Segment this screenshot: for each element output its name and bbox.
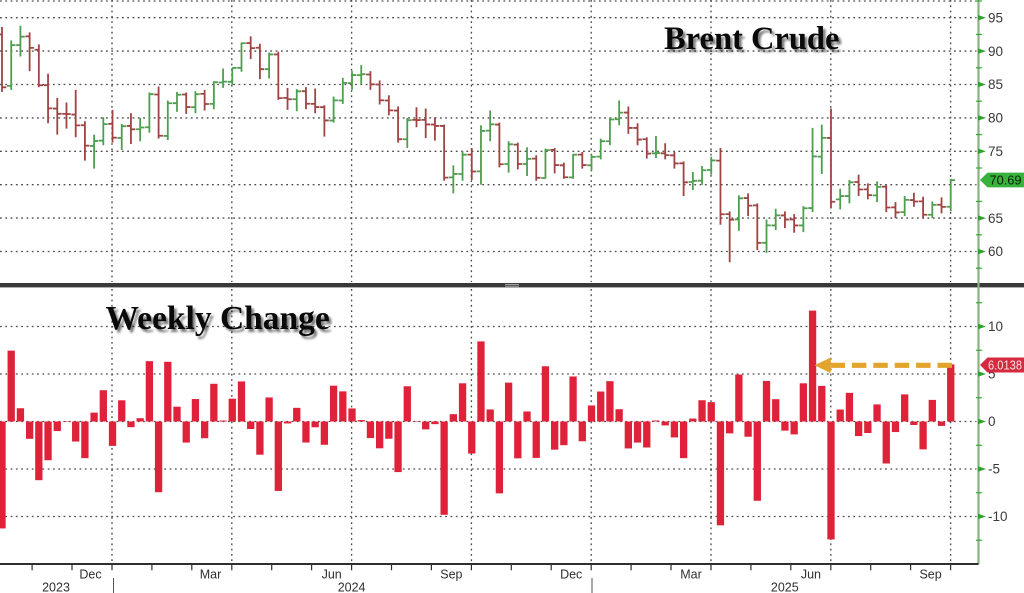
svg-text:65: 65 [988,211,1003,226]
svg-text:Mar: Mar [680,567,702,581]
svg-text:75: 75 [988,144,1003,159]
svg-text:2024: 2024 [338,581,366,593]
svg-text:80: 80 [988,111,1003,126]
svg-text:5: 5 [988,367,996,382]
svg-text:70.69: 70.69 [990,173,1022,188]
svg-text:-10: -10 [988,509,1008,524]
svg-text:10: 10 [988,319,1003,334]
svg-text:0: 0 [988,414,996,429]
svg-text:Sep: Sep [440,567,462,581]
svg-text:Dec: Dec [79,567,101,581]
svg-text:Dec: Dec [560,567,582,581]
svg-text:Jun: Jun [801,567,821,581]
svg-text:Mar: Mar [200,567,222,581]
svg-text:2025: 2025 [771,581,799,593]
svg-text:-5: -5 [988,462,1000,477]
svg-text:85: 85 [988,77,1003,92]
svg-text:90: 90 [988,44,1003,59]
svg-text:2023: 2023 [42,581,70,593]
svg-text:95: 95 [988,10,1003,25]
svg-text:Sep: Sep [919,567,941,581]
svg-text:60: 60 [988,244,1003,259]
svg-text:Jun: Jun [322,567,342,581]
svg-text:6.0138: 6.0138 [988,358,1022,373]
